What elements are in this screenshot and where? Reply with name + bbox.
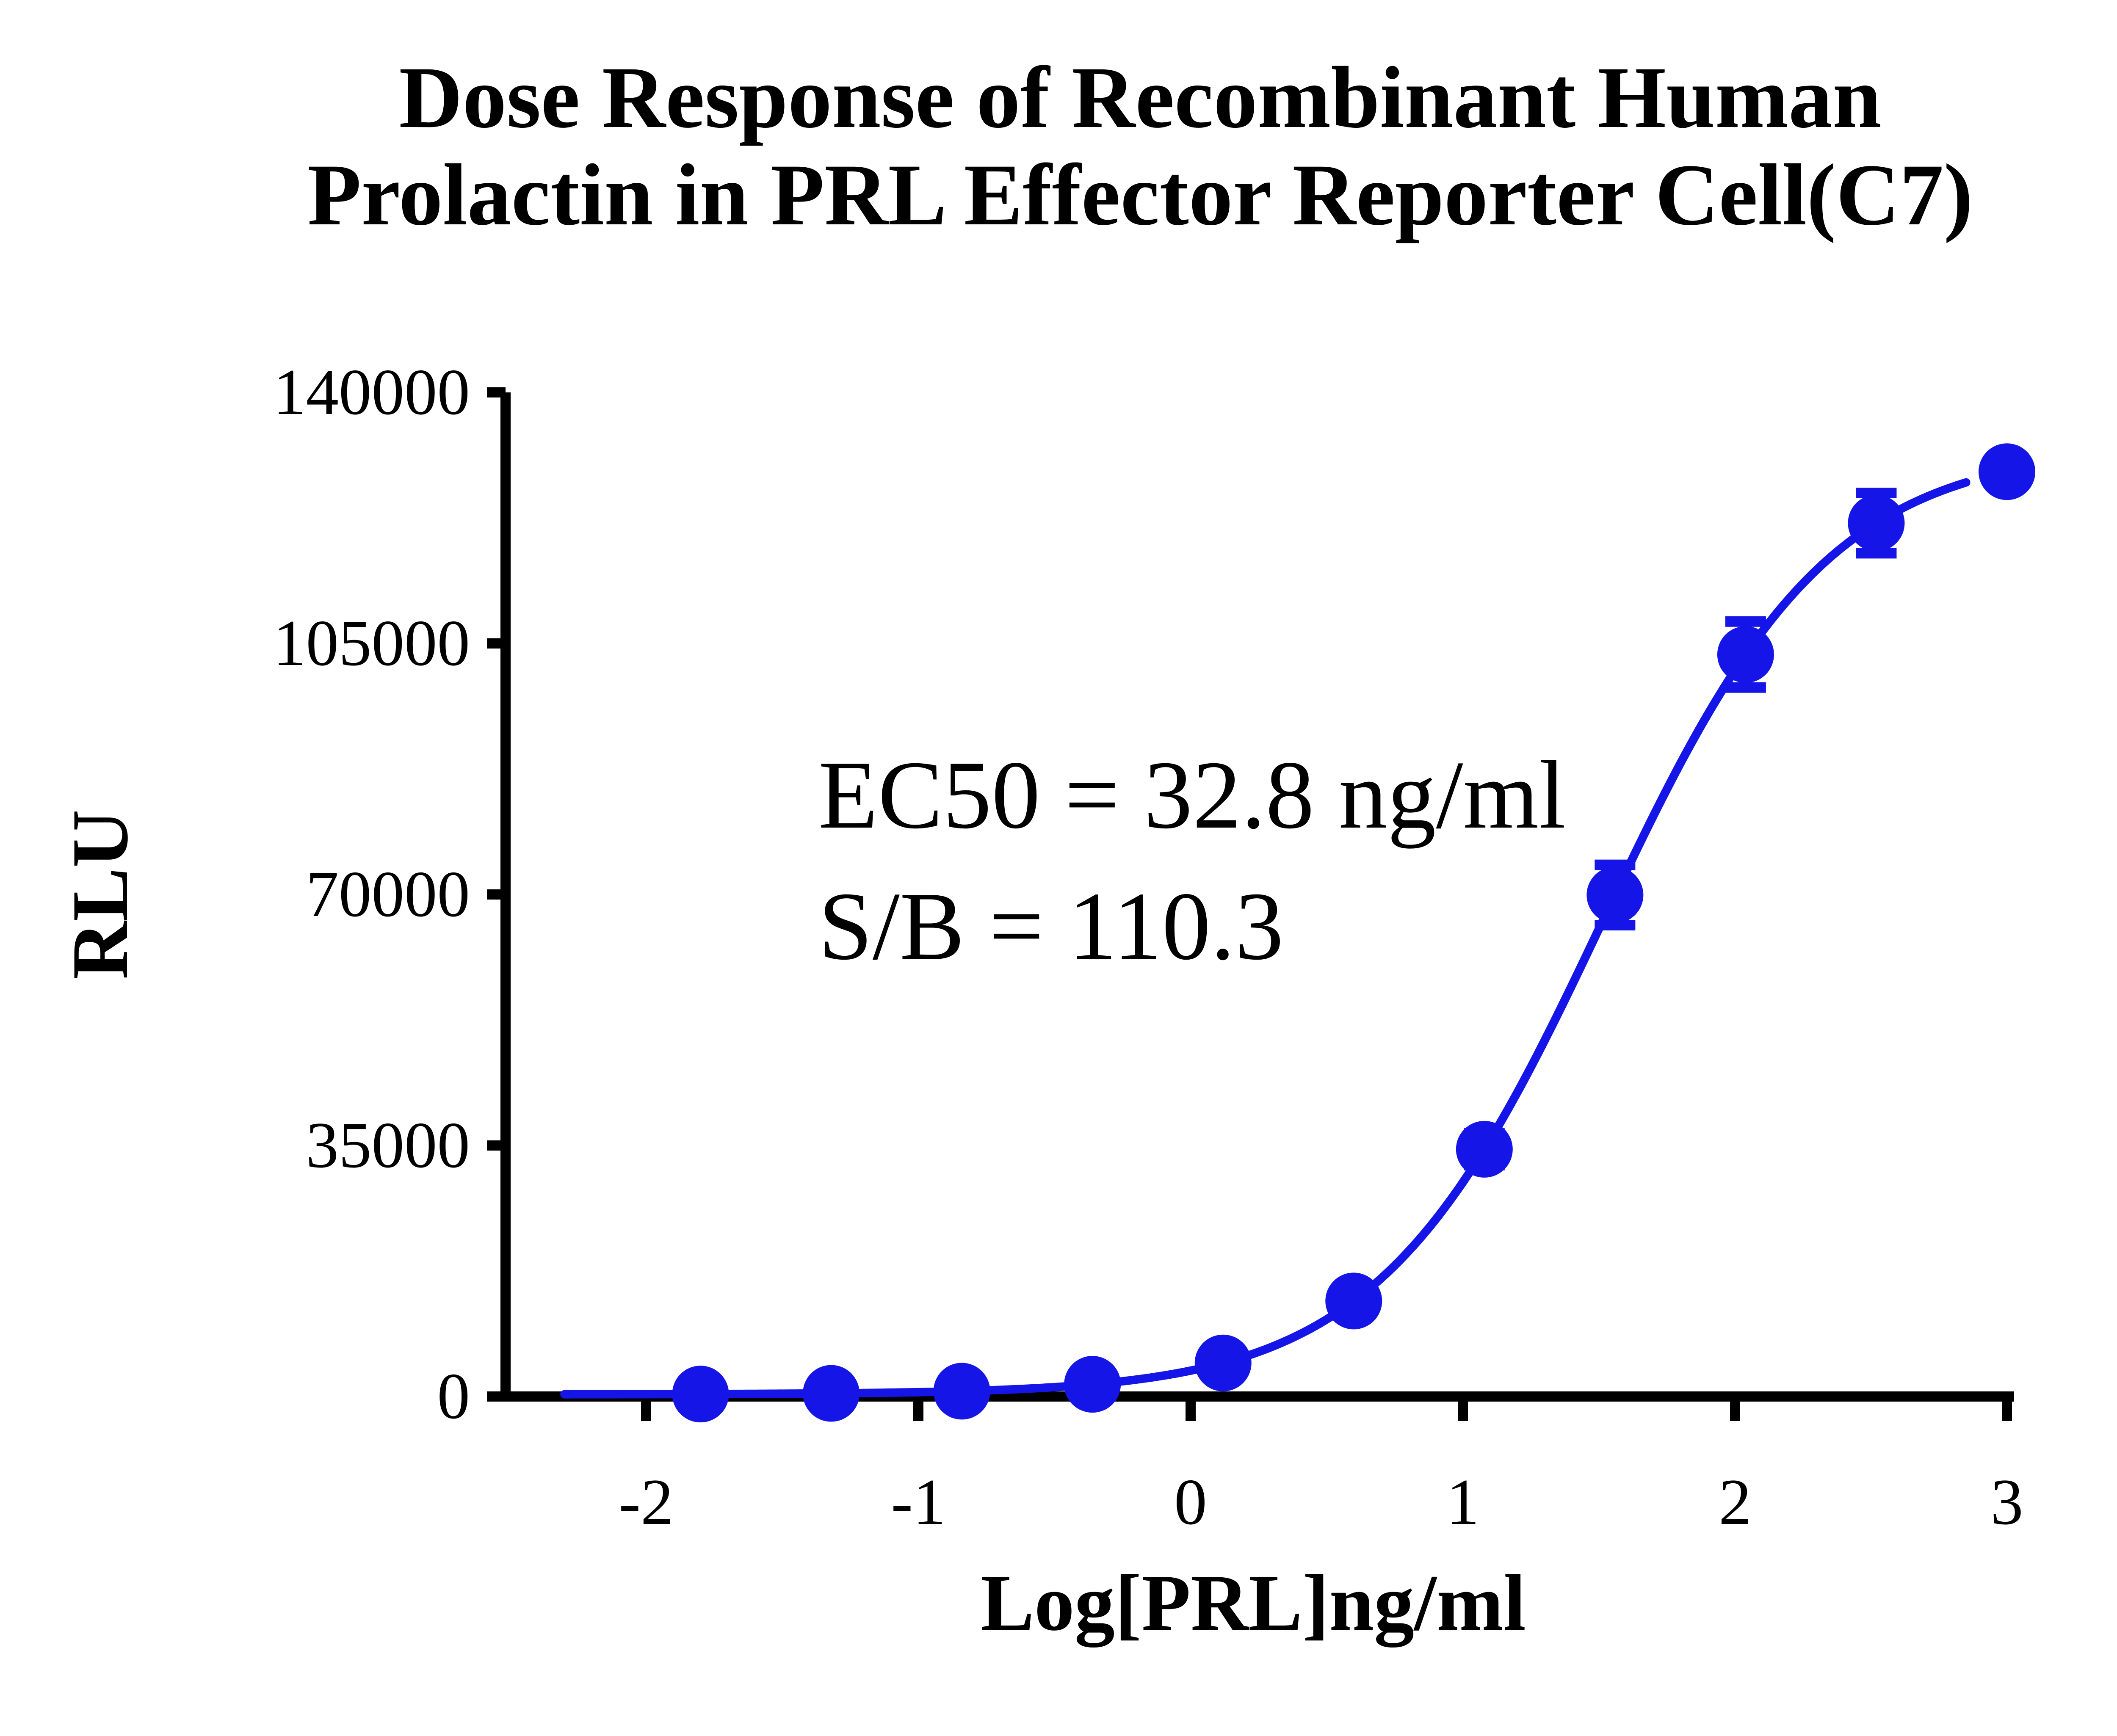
svg-text:Prolactin in PRL Effector Repo: Prolactin in PRL Effector Reporter Cell(…	[307, 146, 1973, 243]
svg-text:2: 2	[1719, 1466, 1752, 1538]
svg-text:-2: -2	[619, 1466, 673, 1538]
svg-text:RLU: RLU	[56, 809, 145, 979]
svg-text:EC50 = 32.8 ng/ml: EC50 = 32.8 ng/ml	[818, 741, 1566, 849]
svg-text:35000: 35000	[306, 1109, 470, 1181]
svg-text:3: 3	[1990, 1466, 2023, 1538]
svg-text:70000: 70000	[306, 858, 470, 930]
svg-text:Dose Response of Recombinant H: Dose Response of Recombinant Human	[399, 49, 1881, 146]
svg-text:-1: -1	[891, 1466, 945, 1538]
svg-text:1: 1	[1446, 1466, 1479, 1538]
svg-text:0: 0	[437, 1360, 470, 1432]
svg-text:105000: 105000	[273, 607, 470, 679]
svg-text:Log[PRL]ng/ml: Log[PRL]ng/ml	[981, 1559, 1526, 1648]
svg-text:140000: 140000	[273, 356, 470, 428]
svg-text:0: 0	[1174, 1466, 1207, 1538]
svg-text:S/B = 110.3: S/B = 110.3	[818, 872, 1284, 980]
